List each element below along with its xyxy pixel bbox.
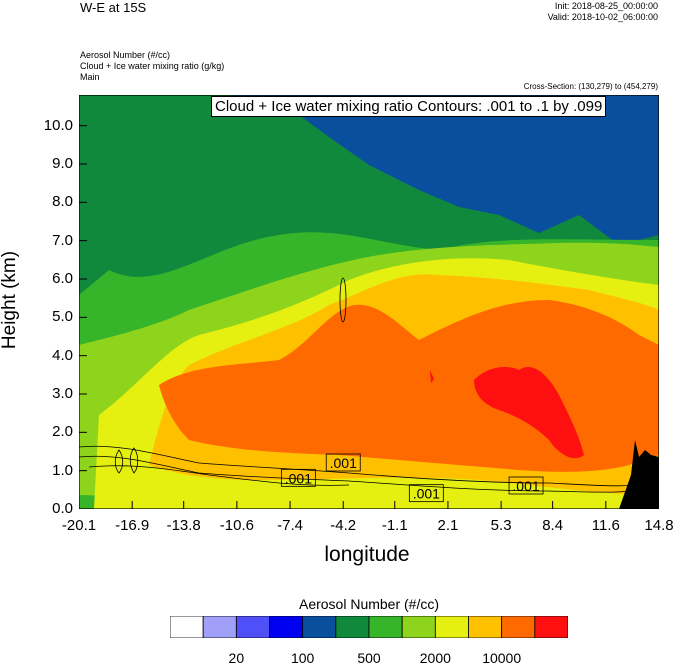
colorbar-swatch [368, 616, 403, 638]
x-tick-label: 5.3 [490, 517, 512, 534]
x-tick-label: -4.2 [330, 517, 357, 534]
colorbar-label: 500 [357, 650, 381, 666]
x-tick-label: -1.1 [381, 517, 408, 534]
axis-ticks [79, 125, 659, 509]
x-tick-label: 14.8 [644, 517, 674, 534]
y-tick-label: 8.0 [52, 193, 73, 211]
contour-annotation: Cloud + Ice water mixing ratio Contours:… [211, 96, 607, 117]
init-time: Init: 2018-08-25_00:00:00 [554, 1, 658, 11]
y-tick-label: 4.0 [52, 346, 73, 364]
colorbar-swatch [202, 616, 237, 638]
x-tick-label: -16.9 [115, 517, 150, 534]
colorbar-swatch [501, 616, 536, 638]
y-tick-label: 2.0 [52, 423, 73, 441]
field-cloud-ice: Cloud + Ice water mixing ratio (g/kg) [80, 61, 225, 71]
field-aerosol: Aerosol Number (#/cc) [80, 50, 171, 60]
x-tick-label: 11.6 [591, 517, 620, 534]
colorbar-label: 2000 [419, 650, 451, 666]
y-tick-label: 5.0 [52, 308, 73, 326]
colorbar-swatch [534, 616, 568, 638]
colorbar [170, 616, 568, 638]
svg-text:.001: .001 [413, 486, 440, 502]
colorbar-label: 20 [228, 650, 245, 666]
x-axis-label: longitude [324, 543, 410, 566]
y-tick-label: 0.0 [52, 500, 73, 517]
colorbar-swatch [269, 616, 304, 638]
x-tick-label: -20.1 [61, 517, 97, 534]
x-tick-label: -13.8 [166, 517, 201, 534]
x-tick-label: 8.4 [542, 517, 564, 534]
y-tick-label: 9.0 [52, 155, 73, 172]
contour-label: .001 [408, 484, 444, 503]
x-tick-label: 2.1 [437, 517, 459, 534]
colorbar-label: 10000 [482, 650, 522, 666]
colorbar-swatch [335, 616, 370, 638]
colorbar-swatch [235, 616, 270, 638]
colorbar-swatch [434, 616, 469, 638]
cross-section-label: Cross-Section: (130,279) to (454,279) [523, 82, 658, 91]
colorbar-swatch [170, 616, 204, 638]
y-tick-label: 10.0 [43, 116, 73, 134]
contour-label: .001 [325, 453, 361, 472]
colorbar-title: Aerosol Number (#/cc) [298, 596, 440, 612]
colorbar-swatch [302, 616, 337, 638]
y-tick-label: 6.0 [52, 270, 73, 287]
field-main: Main [80, 72, 100, 82]
svg-text:.001: .001 [285, 470, 312, 486]
x-tick-label: -7.4 [277, 517, 303, 534]
y-tick-label: 7.0 [52, 231, 73, 249]
cloud-contours [79, 277, 635, 493]
colorbar-swatch [468, 616, 503, 638]
y-tick-label: 1.0 [52, 461, 73, 479]
plot-title: W-E at 15S [80, 0, 147, 15]
svg-text:.001: .001 [512, 478, 539, 494]
cross-section-plot: .001 .001 .001 .001 [79, 95, 659, 509]
contour-label: .001 [280, 468, 316, 487]
colorbar-label: 100 [290, 650, 315, 666]
y-tick-label: 3.0 [52, 385, 73, 402]
contour-labels: .001 .001 .001 .001 [280, 453, 544, 503]
aerosol-fill [79, 95, 659, 509]
valid-time: Valid: 2018-10-02_06:00:00 [547, 12, 658, 22]
x-tick-label: -10.6 [219, 517, 254, 534]
y-axis-label: Height (km) [0, 250, 20, 350]
svg-text:.001: .001 [330, 455, 357, 471]
contour-label: .001 [508, 476, 544, 495]
colorbar-swatch [401, 616, 436, 638]
